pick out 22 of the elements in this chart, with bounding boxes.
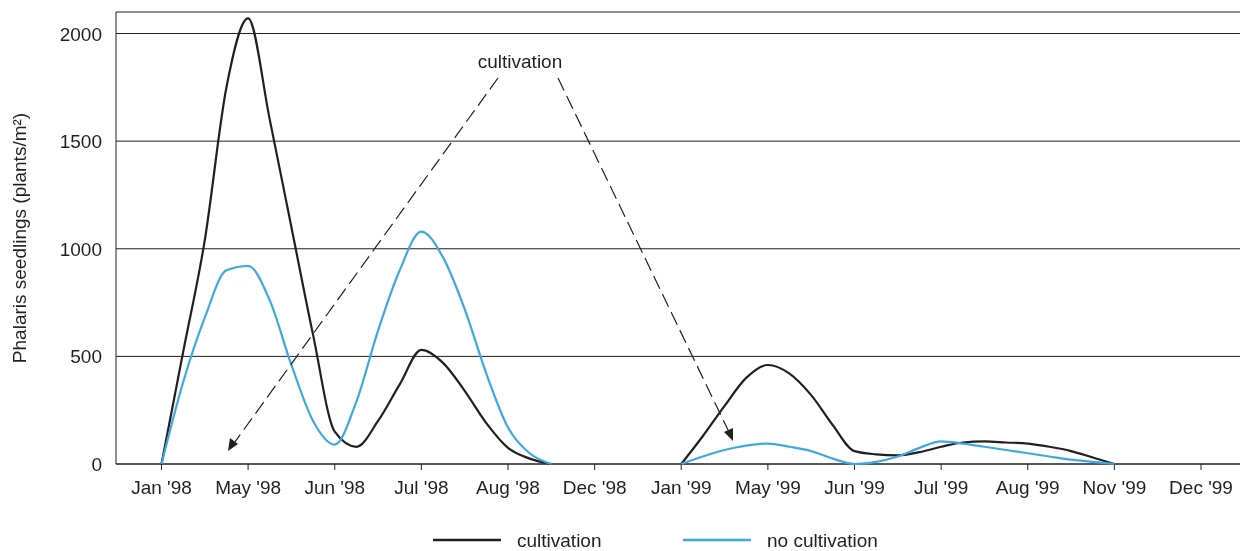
y-tick-label: 2000 xyxy=(59,23,102,45)
x-tick-label: Aug '99 xyxy=(995,477,1060,498)
x-tick-label: Dec '99 xyxy=(1169,477,1233,498)
x-tick-label: Aug '98 xyxy=(476,477,540,498)
y-tick-label: 1000 xyxy=(59,238,102,260)
x-tick-label: May '98 xyxy=(215,477,282,498)
x-tick-label: Jun '98 xyxy=(304,477,366,498)
y-tick-label: 1500 xyxy=(59,131,102,153)
x-tick-label: Jan '99 xyxy=(650,477,712,498)
x-tick-label: May '99 xyxy=(734,477,801,498)
x-tick-label: Jun '99 xyxy=(824,477,885,498)
x-tick-label: Jan '98 xyxy=(131,477,192,498)
y-tick-label: 500 xyxy=(70,346,102,368)
x-tick-label: Dec '98 xyxy=(562,477,627,498)
x-tick-label: Jul '99 xyxy=(913,477,969,498)
annotation: cultivation xyxy=(477,51,563,72)
x-tick-label: Jul '98 xyxy=(394,477,449,498)
legend-label: cultivation xyxy=(517,530,602,551)
legend-label: no cultivation xyxy=(767,530,878,551)
y-axis-title: Phalaris seedlings (plants/m²) xyxy=(9,112,30,364)
y-tick-label: 0 xyxy=(91,454,102,475)
x-tick-label: Nov '99 xyxy=(1082,477,1147,498)
